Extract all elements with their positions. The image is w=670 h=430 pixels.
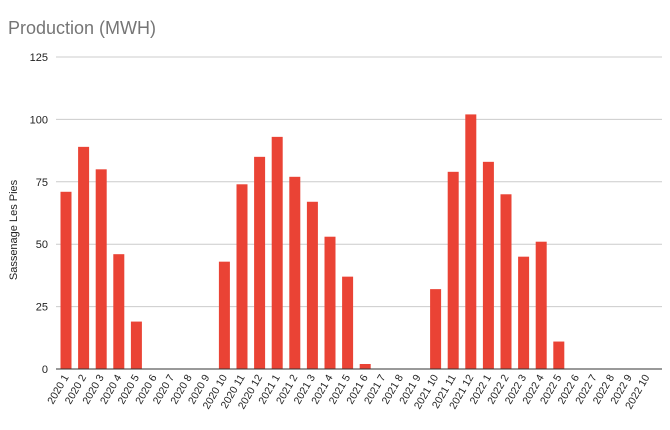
bar [271,136,283,369]
y-tick-label: 100 [30,114,48,126]
bar [482,161,494,369]
bar [95,169,107,369]
y-tick-label: 50 [36,239,48,251]
bar [306,201,318,369]
chart-title: Production (MWH) [8,18,157,38]
bar [236,184,248,369]
y-tick-label: 25 [36,302,48,314]
y-axis-ticks: 0 25 50 75 100 125 [30,52,48,376]
y-axis-title: Sassenage Les Pies [8,179,20,280]
y-tick-label: 75 [36,177,48,189]
bar [218,261,230,369]
bar [535,241,547,369]
bar [130,321,142,369]
bar [113,254,125,369]
bar [430,289,442,369]
bar [289,176,301,369]
bar [78,146,90,369]
bar [342,276,354,369]
bar [60,191,72,369]
gridlines [56,56,662,308]
bar [518,256,530,369]
bar [359,364,371,369]
bar [465,114,477,370]
bar [553,341,565,369]
bar [254,156,266,369]
bar [324,236,336,369]
bars [60,114,565,370]
bar [500,194,512,369]
y-tick-label: 0 [42,364,48,376]
y-tick-label: 125 [30,52,48,64]
bar [447,171,459,369]
